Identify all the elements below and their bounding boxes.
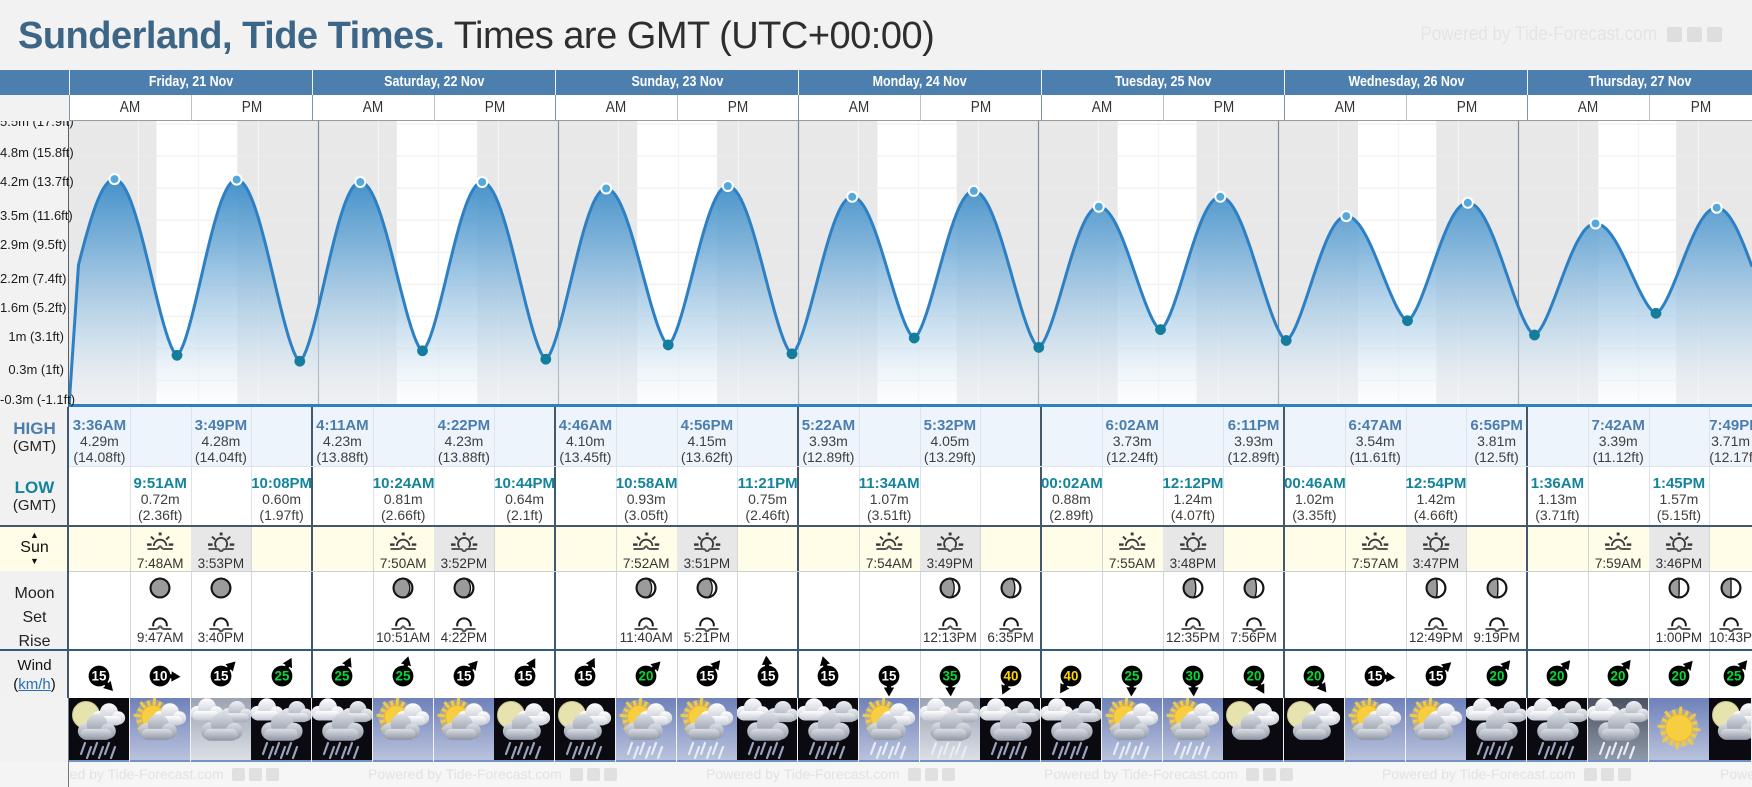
svg-text:25: 25 xyxy=(1727,669,1742,684)
svg-text:25: 25 xyxy=(1125,669,1140,684)
svg-text:15: 15 xyxy=(1428,669,1443,684)
svg-text:15: 15 xyxy=(456,669,471,684)
svg-text:20: 20 xyxy=(1550,669,1565,684)
svg-text:25: 25 xyxy=(274,669,289,684)
svg-text:10: 10 xyxy=(153,669,168,684)
svg-text:15: 15 xyxy=(213,669,228,684)
svg-text:15: 15 xyxy=(699,669,714,684)
svg-text:25: 25 xyxy=(335,669,350,684)
svg-text:20: 20 xyxy=(1307,669,1322,684)
svg-text:30: 30 xyxy=(1185,669,1200,684)
svg-text:15: 15 xyxy=(760,669,775,684)
svg-text:25: 25 xyxy=(396,669,411,684)
svg-text:15: 15 xyxy=(92,669,107,684)
svg-text:40: 40 xyxy=(1064,669,1079,684)
svg-text:15: 15 xyxy=(517,669,532,684)
svg-text:40: 40 xyxy=(1003,669,1018,684)
svg-text:15: 15 xyxy=(882,669,897,684)
svg-text:20: 20 xyxy=(639,669,654,684)
svg-text:35: 35 xyxy=(942,669,957,684)
svg-text:15: 15 xyxy=(1368,669,1383,684)
svg-text:20: 20 xyxy=(1489,669,1504,684)
svg-text:20: 20 xyxy=(1246,669,1261,684)
svg-text:20: 20 xyxy=(1671,669,1686,684)
svg-text:15: 15 xyxy=(578,669,593,684)
svg-text:20: 20 xyxy=(1611,669,1626,684)
svg-text:15: 15 xyxy=(821,669,836,684)
